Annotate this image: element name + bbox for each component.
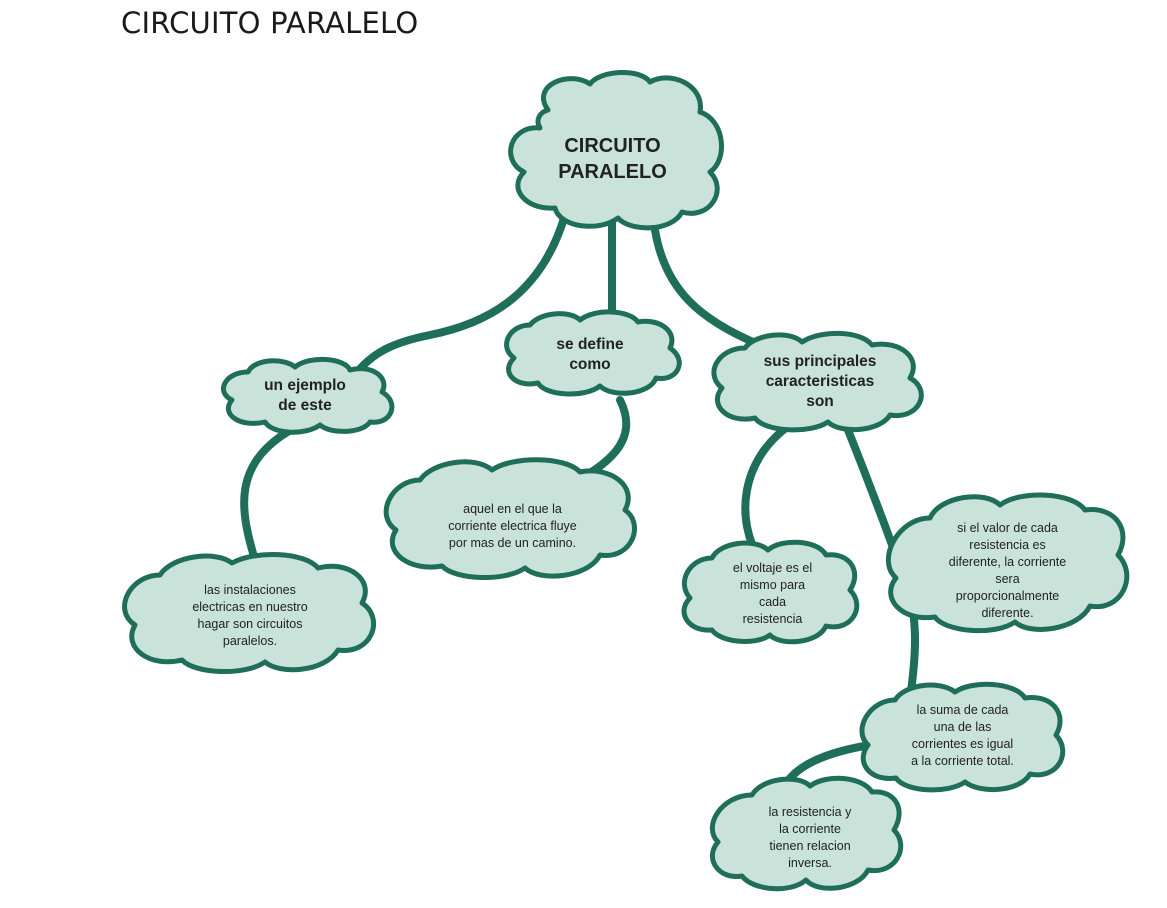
clouds [122, 69, 1130, 892]
page-title: CIRCUITO PARALELO [121, 6, 419, 40]
connector-root-characteristics [651, 226, 764, 349]
cloud-inverse [710, 775, 904, 892]
connector-characteristics-voltage [741, 421, 794, 564]
definition-detail-label: aquel en el que la corriente electrica f… [448, 501, 577, 550]
cloud-characteristics [711, 330, 924, 433]
definition-label: se define como [556, 336, 624, 373]
current-sum-label: la suma de cada una de las corrientes es… [911, 703, 1014, 768]
voltage-label: el voltaje es el mismo para cada resiste… [732, 561, 813, 626]
cloud-resistance-value [885, 492, 1130, 634]
connector-example-detail [240, 421, 304, 564]
cloud-definition-detail [383, 457, 637, 580]
root-label: CIRCUITO PARALELO [558, 135, 667, 183]
inverse-label: la resistencia y la corriente tienen rel… [768, 805, 852, 870]
cloud-example-detail [122, 552, 377, 674]
example-detail-label: las instalaciones electricas en nuestro … [192, 583, 308, 648]
characteristics-label: sus principales caracteristicas son [763, 353, 877, 410]
cloud-example [221, 356, 395, 435]
resistance-value-label: si el valor de cada resistencia es difer… [948, 521, 1067, 620]
cloud-definition [504, 309, 682, 397]
cloud-voltage [681, 539, 860, 645]
cloud-root [508, 69, 724, 231]
cloud-current-sum [859, 681, 1066, 793]
example-label: un ejemplo de este [264, 377, 346, 414]
connector-root-example [351, 211, 569, 379]
